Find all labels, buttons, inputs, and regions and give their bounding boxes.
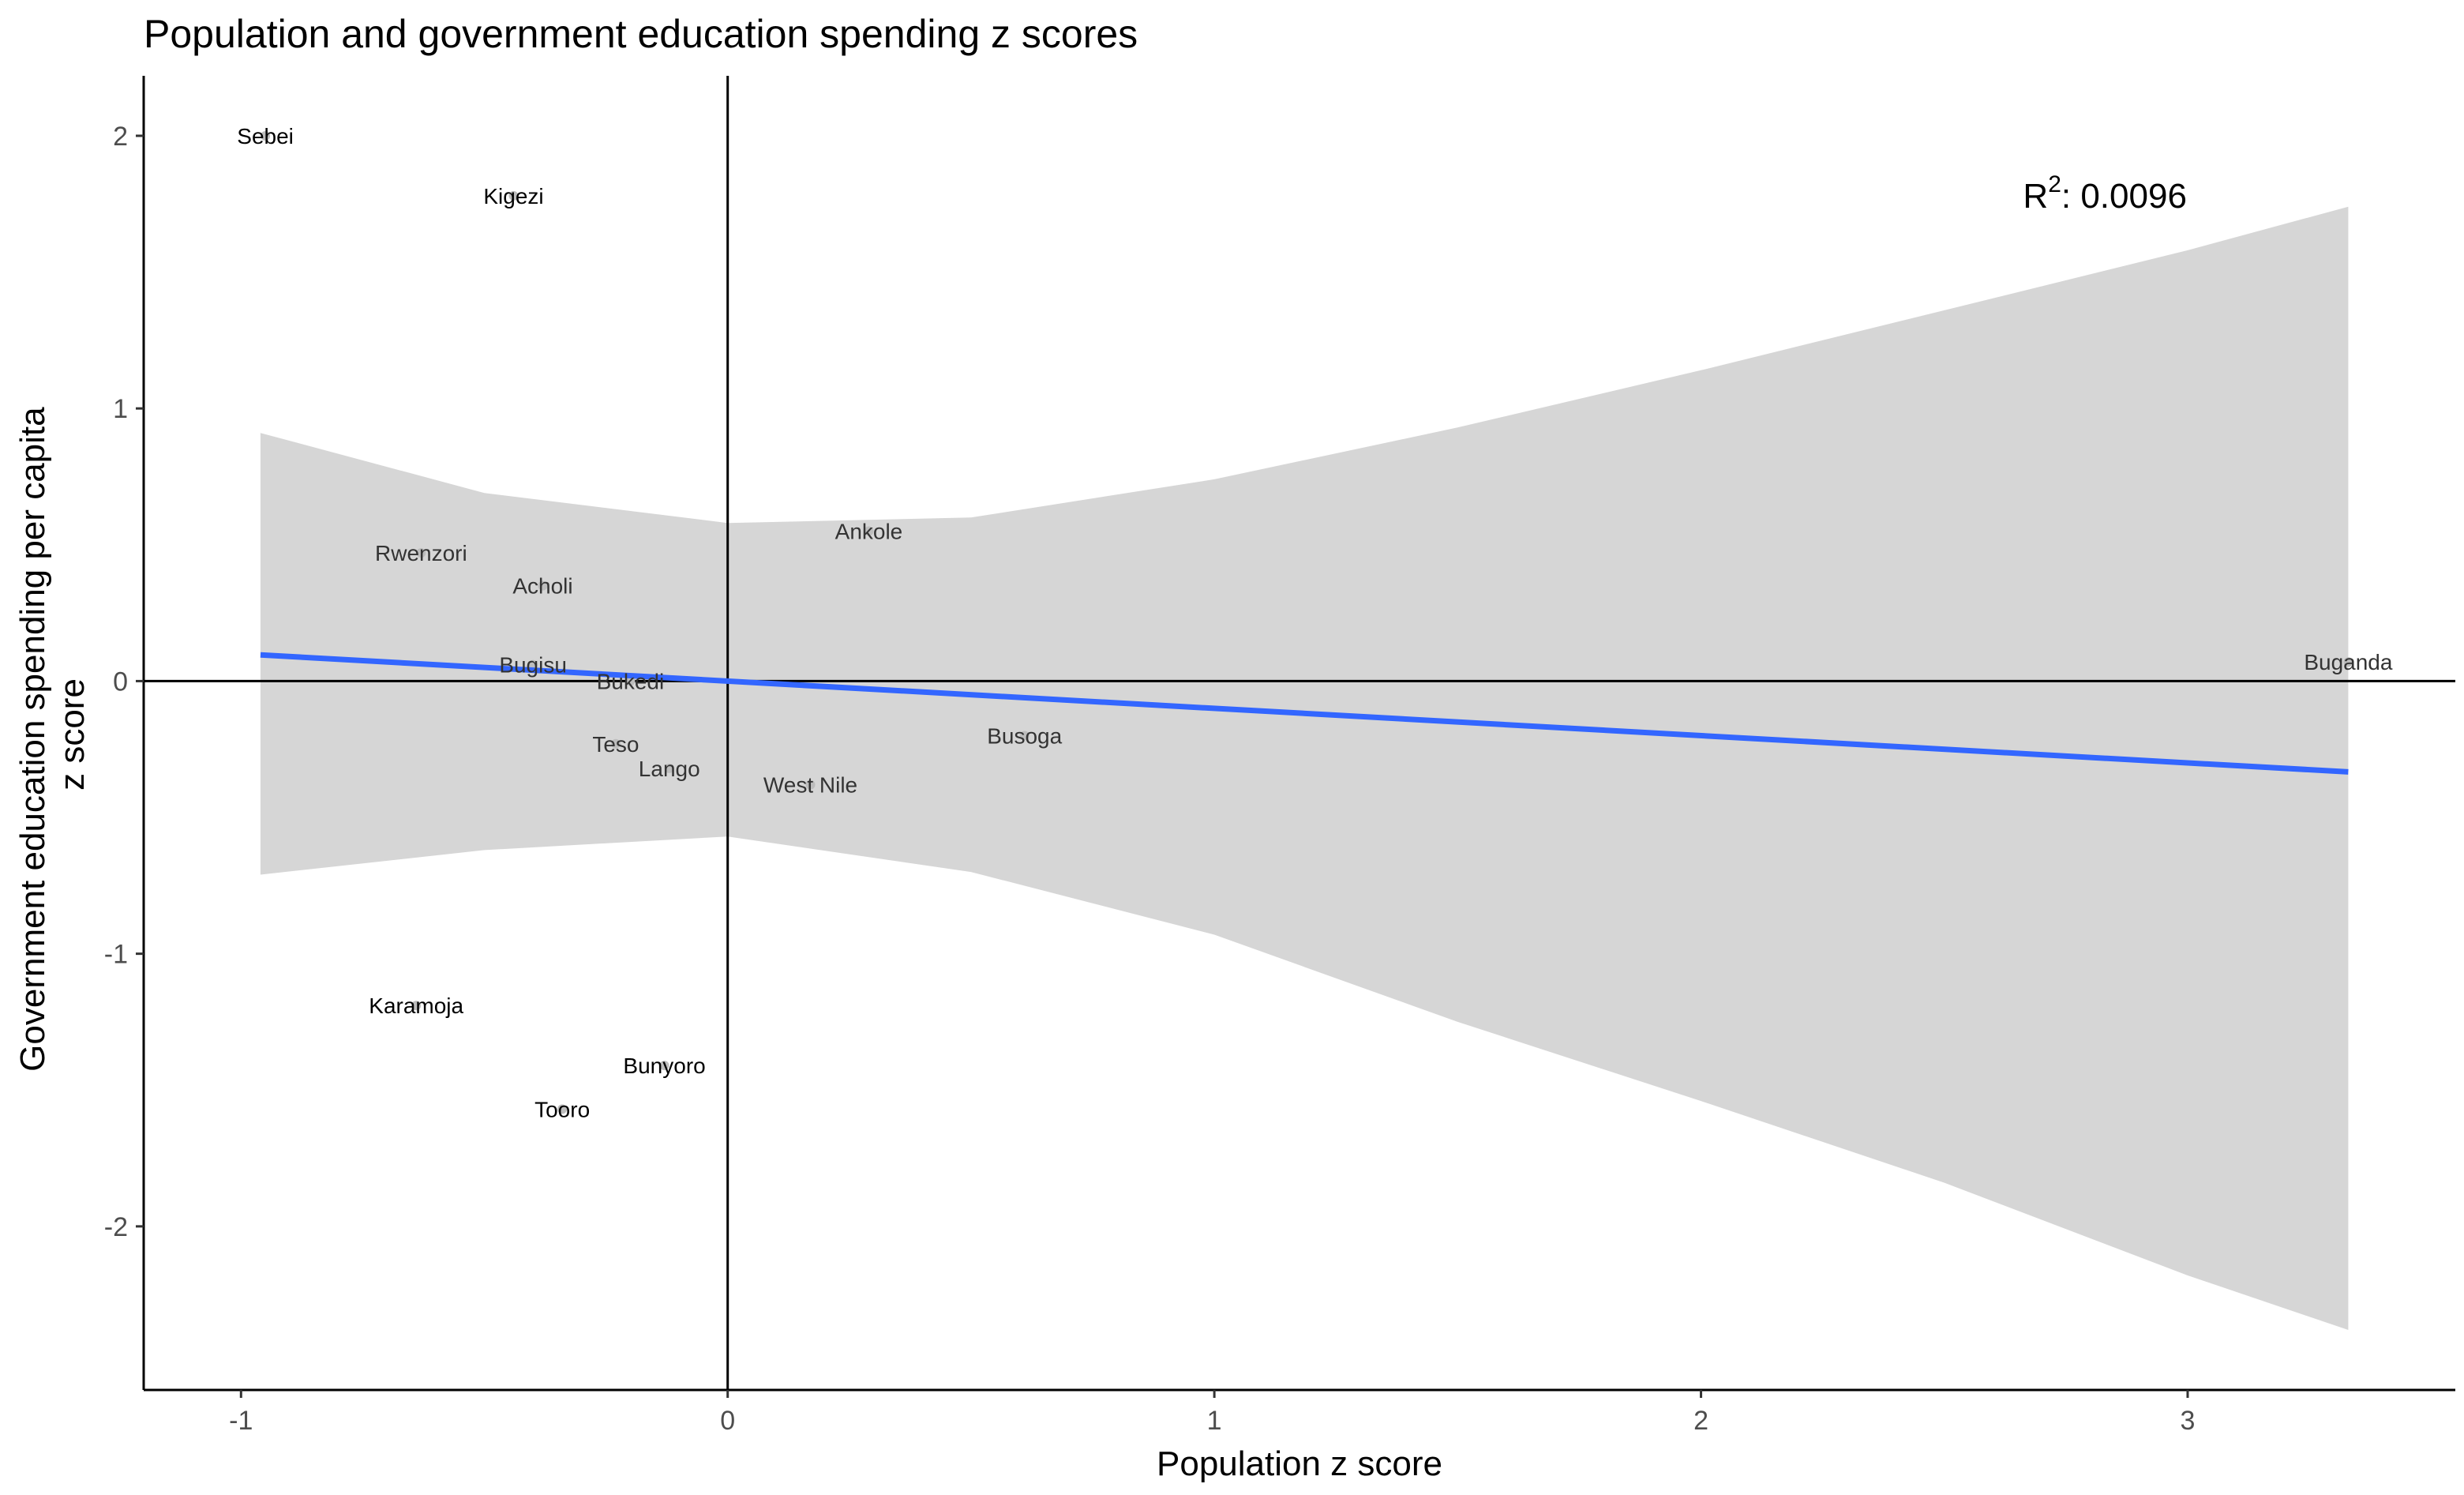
- y-axis-title: Government education spending per capita…: [13, 397, 92, 1072]
- regression-line-layer: [260, 652, 2349, 775]
- y-axis-title-line-2: z score: [53, 678, 92, 791]
- x-tick-label: 0: [720, 1406, 735, 1436]
- y-tick-label: 0: [113, 667, 128, 697]
- r-squared-annotation: R2: 0.0096: [2023, 171, 2187, 216]
- y-axis-title-line-1: Government education spending per capita: [13, 407, 52, 1072]
- data-point-buganda: [2343, 657, 2353, 667]
- data-point-acholi: [538, 580, 548, 591]
- point-label-karamoja: Karamoja: [369, 994, 463, 1018]
- y-tick-label: 1: [113, 394, 128, 424]
- data-point-busoga: [1019, 731, 1029, 741]
- x-tick-label: 1: [1207, 1406, 1222, 1436]
- point-label-busoga: Busoga: [987, 723, 1062, 748]
- data-point-kigezi: [508, 190, 519, 201]
- regression-line: [260, 652, 2349, 775]
- confidence-band-layer: [260, 206, 2349, 1331]
- confidence-band: [260, 206, 2349, 1331]
- point-labels-layer: Sebei Kigezi Rwenzori Acholi Bugisu Bukedi Tes…: [237, 124, 2393, 1121]
- r-squared-superscript: 2: [2048, 171, 2061, 197]
- data-point-west-nile: [805, 779, 816, 790]
- point-label-bukedi: Bukedi: [597, 669, 665, 693]
- point-label-ankole: Ankole: [835, 520, 903, 544]
- data-point-bukedi: [625, 676, 636, 686]
- y-tick-label: -1: [104, 940, 128, 970]
- data-point-sebei: [261, 130, 271, 141]
- data-point-lango: [664, 763, 674, 773]
- axes-layer: -1 0 1 2 3 -2 -1 0 1 2: [104, 76, 2455, 1436]
- data-point-bugisu: [528, 659, 538, 670]
- data-point-bunyoro: [659, 1061, 669, 1071]
- point-label-teso: Teso: [592, 732, 639, 757]
- x-tick-label: -1: [229, 1406, 253, 1436]
- reference-lines-layer: [144, 76, 2455, 1390]
- point-label-lango: Lango: [639, 757, 700, 781]
- y-tick-label: -2: [104, 1212, 128, 1242]
- point-label-buganda: Buganda: [2304, 650, 2393, 674]
- data-point-karamoja: [411, 1001, 422, 1011]
- point-label-acholi: Acholi: [512, 574, 572, 599]
- r-squared-base: R: [2023, 177, 2048, 216]
- data-point-rwenzori: [416, 548, 426, 558]
- x-axis-title: Population z score: [1157, 1444, 1442, 1483]
- point-label-kigezi: Kigezi: [483, 184, 543, 208]
- point-label-rwenzori: Rwenzori: [375, 541, 467, 565]
- y-tick-label: 2: [113, 122, 128, 152]
- x-tick-label: 3: [2181, 1406, 2196, 1436]
- point-label-bunyoro: Bunyoro: [623, 1054, 705, 1078]
- point-label-west-nile: West Nile: [763, 773, 857, 798]
- data-point-teso: [610, 738, 621, 749]
- chart-title: Population and government education spen…: [144, 12, 1138, 56]
- r-squared-value: : 0.0096: [2061, 177, 2187, 216]
- data-point-ankole: [864, 526, 874, 536]
- data-points-layer: [261, 130, 2353, 1114]
- point-label-tooro: Tooro: [534, 1097, 590, 1121]
- x-tick-label: 2: [1693, 1406, 1708, 1436]
- point-label-bugisu: Bugisu: [499, 653, 567, 678]
- point-label-sebei: Sebei: [237, 124, 294, 148]
- data-point-tooro: [557, 1104, 568, 1114]
